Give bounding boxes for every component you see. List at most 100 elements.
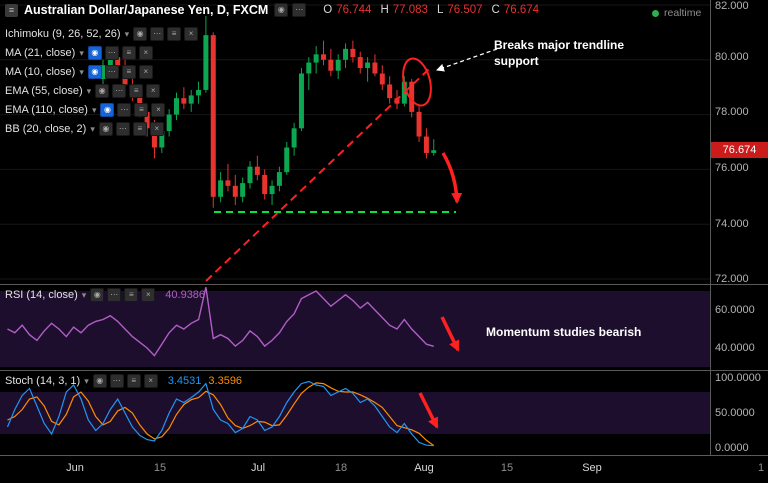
stoch-axis-label: 0.0000 [715,442,749,454]
indicator-row-ichimoku: Ichimoku (9, 26, 52, 26) ▾ ◉ ⋯ ≡ × [5,27,199,41]
indicator-row-ma10: MA (10, close) ▾ ◉ ⋯ ≡ × [5,65,153,79]
eye-icon[interactable]: ◉ [90,288,105,302]
low-value: 76.507 [447,4,483,16]
time-axis-label: Jul [250,462,266,474]
high-label: H [380,4,389,16]
realtime-status: realtime [652,7,701,19]
rsi-axis-label: 60.0000 [715,304,755,316]
stoch-d-value: 3.3596 [208,375,243,387]
stoch-axis-label: 50.0000 [715,407,755,419]
last-price-tag: 76.674 [711,142,768,158]
time-axis-label: 15 [500,462,514,474]
eye-icon[interactable]: ◉ [92,374,107,388]
gear-icon[interactable]: ⋯ [115,122,130,136]
chevron-down-icon[interactable]: ▾ [79,47,84,58]
price-axis-label: 74.000 [715,218,749,230]
eye-icon[interactable]: ◉ [98,122,113,136]
close-label: C [491,4,500,16]
annotation-trendline-break: Breaks major trendline support [494,38,625,68]
settings-icon[interactable]: ⋯ [292,3,307,17]
chevron-down-icon[interactable]: ▾ [91,104,97,115]
move-icon[interactable]: ≡ [132,122,147,136]
indicator-label-stoch[interactable]: Stoch (14, 3, 1) [5,375,81,387]
time-axis-label: Jun [66,462,84,474]
eye-icon[interactable]: ◉ [133,27,148,41]
price-axis-label: 82.000 [715,0,749,12]
delete-icon[interactable]: × [141,288,156,302]
move-icon[interactable]: ≡ [129,84,144,98]
stoch-axis-label: 100.0000 [715,372,761,384]
indicator-row-bb: BB (20, close, 2) ▾ ◉ ⋯ ≡ × [5,122,164,136]
move-icon[interactable]: ≡ [134,103,149,117]
price-axis-label: 76.000 [715,162,749,174]
chart-menu-icon[interactable]: ≡ [5,3,18,17]
eye-icon[interactable]: ◉ [100,103,115,117]
delete-icon[interactable]: × [138,65,153,79]
move-icon[interactable]: ≡ [126,374,141,388]
price-axis-label: 72.000 [715,273,749,285]
eye-icon[interactable]: ◉ [87,46,102,60]
time-axis-label: 18 [334,462,348,474]
annotation-momentum: Momentum studies bearish [486,325,642,339]
move-icon[interactable]: ≡ [167,27,182,41]
gear-icon[interactable]: ⋯ [104,65,119,79]
chevron-down-icon[interactable]: ▾ [79,66,84,77]
move-icon[interactable]: ≡ [124,288,139,302]
symbol-title[interactable]: Australian Dollar/Japanese Yen, D, FXCM [24,3,269,17]
indicator-row-ema110: EMA (110, close) ▾ ◉ ⋯ ≡ × [5,103,166,117]
chevron-down-icon[interactable]: ▾ [90,123,95,134]
price-axis-label: 80.000 [715,51,749,63]
time-axis-label: Aug [414,462,434,474]
stoch-k-value: 3.4531 [167,375,202,387]
gear-icon[interactable]: ⋯ [109,374,124,388]
time-axis-label: 1 [757,462,765,474]
delete-icon[interactable]: × [146,84,161,98]
gear-icon[interactable]: ⋯ [150,27,165,41]
rsi-value: 40.9386 [165,289,206,301]
chevron-down-icon[interactable]: ▾ [81,289,87,300]
visibility-icon[interactable]: ◉ [274,3,289,17]
close-value: 76.674 [503,4,540,16]
indicator-label-ema55[interactable]: EMA (55, close) [5,85,83,97]
gear-icon[interactable]: ⋯ [112,84,127,98]
gear-icon[interactable]: ⋯ [107,288,122,302]
indicator-label-ma21[interactable]: MA (21, close) [5,47,76,59]
indicator-row-ema55: EMA (55, close) ▾ ◉ ⋯ ≡ × [5,84,161,98]
delete-icon[interactable]: × [151,103,166,117]
indicator-row-ma21: MA (21, close) ▾ ◉ ⋯ ≡ × [5,46,153,60]
chevron-down-icon[interactable]: ▾ [86,85,92,96]
gear-icon[interactable]: ⋯ [117,103,132,117]
stoch-legend: Stoch (14, 3, 1) ▾ ◉ ⋯ ≡ × 3.4531 3.3596 [5,374,242,388]
move-icon[interactable]: ≡ [121,65,136,79]
chart-header: ≡ Australian Dollar/Japanese Yen, D, FXC… [5,3,539,17]
chevron-down-icon[interactable]: ▾ [124,28,130,39]
open-label: O [323,4,333,16]
gear-icon[interactable]: ⋯ [104,46,119,60]
open-value: 76.744 [336,4,372,16]
ohlc-readout: O 76.744 H 77.083 L 76.507 C 76.674 [318,4,539,16]
price-axis[interactable]: 82.000 80.000 78.000 76.000 74.000 72.00… [714,0,768,455]
delete-icon[interactable]: × [149,122,164,136]
eye-icon[interactable]: ◉ [95,84,110,98]
indicator-label-bb[interactable]: BB (20, close, 2) [5,123,87,135]
indicator-label-ema110[interactable]: EMA (110, close) [5,104,88,116]
rsi-legend: RSI (14, close) ▾ ◉ ⋯ ≡ × 40.9386 [5,288,205,302]
time-axis-label: Sep [582,462,602,474]
delete-icon[interactable]: × [138,46,153,60]
indicator-label-ma10[interactable]: MA (10, close) [5,66,76,78]
time-axis[interactable]: Jun 15 Jul 18 Aug 15 Sep 1 [0,456,768,483]
move-icon[interactable]: ≡ [121,46,136,60]
realtime-dot-icon [652,9,659,17]
chevron-down-icon[interactable]: ▾ [84,375,89,386]
high-value: 77.083 [392,4,428,16]
price-axis-label: 78.000 [715,106,749,118]
indicator-label-ichimoku[interactable]: Ichimoku (9, 26, 52, 26) [5,28,121,40]
delete-icon[interactable]: × [143,374,158,388]
eye-icon[interactable]: ◉ [87,65,102,79]
rsi-axis-label: 40.0000 [715,342,755,354]
low-label: L [436,4,444,16]
indicator-label-rsi[interactable]: RSI (14, close) [5,289,78,301]
delete-icon[interactable]: × [184,27,199,41]
